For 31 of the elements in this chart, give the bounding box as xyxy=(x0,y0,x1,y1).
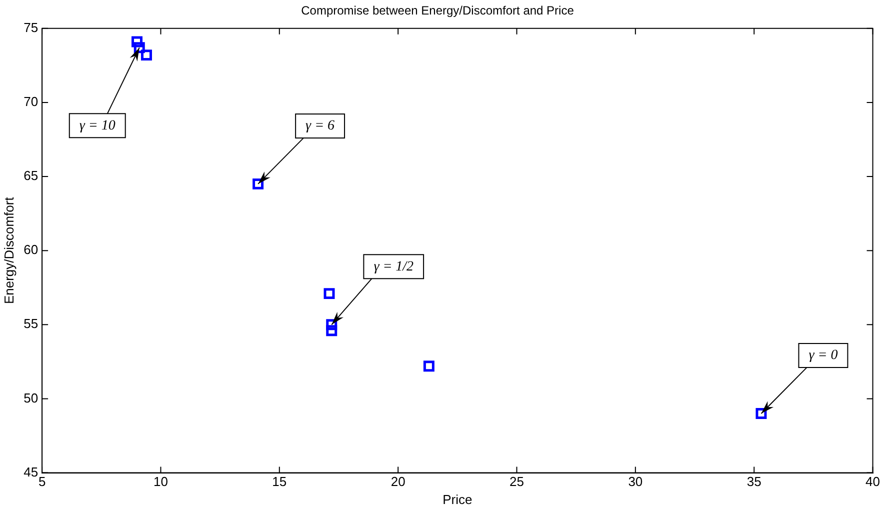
y-tick-label: 50 xyxy=(24,390,38,406)
y-axis-title: Energy/Discomfort xyxy=(1,196,16,304)
point xyxy=(326,319,338,330)
y-tick-label: 45 xyxy=(24,464,38,480)
y-tick-label: 55 xyxy=(24,316,38,332)
point xyxy=(252,178,264,190)
x-tick-label: 20 xyxy=(390,474,406,490)
point xyxy=(756,408,767,420)
point xyxy=(134,42,145,54)
x-tick-label: 15 xyxy=(272,474,287,490)
point xyxy=(132,36,142,48)
point xyxy=(326,325,338,336)
x-tick-label: 35 xyxy=(746,474,762,490)
y-tick-label: 60 xyxy=(24,242,38,258)
annotation: γ = 6 xyxy=(306,118,335,134)
point xyxy=(141,50,152,61)
x-tick-label: 10 xyxy=(154,474,168,490)
point xyxy=(423,360,434,372)
chart-title: Compromise between Energy/Discomfort and Price xyxy=(301,4,574,18)
y-tick-label: 75 xyxy=(24,20,38,35)
annotation: γ = 1/2 xyxy=(374,259,414,274)
point xyxy=(324,288,335,300)
y-tick-label: 65 xyxy=(24,168,38,184)
x-tick-label: 30 xyxy=(628,474,643,490)
x-axis-title: Price xyxy=(442,492,472,507)
x-tick-label: 5 xyxy=(38,474,46,490)
y-tick-label: 70 xyxy=(24,94,38,110)
x-tick-label: 40 xyxy=(866,474,880,490)
x-tick-label: 25 xyxy=(510,474,524,490)
annotation: γ = 0 xyxy=(808,348,838,364)
annotation: γ = 10 xyxy=(79,118,116,134)
